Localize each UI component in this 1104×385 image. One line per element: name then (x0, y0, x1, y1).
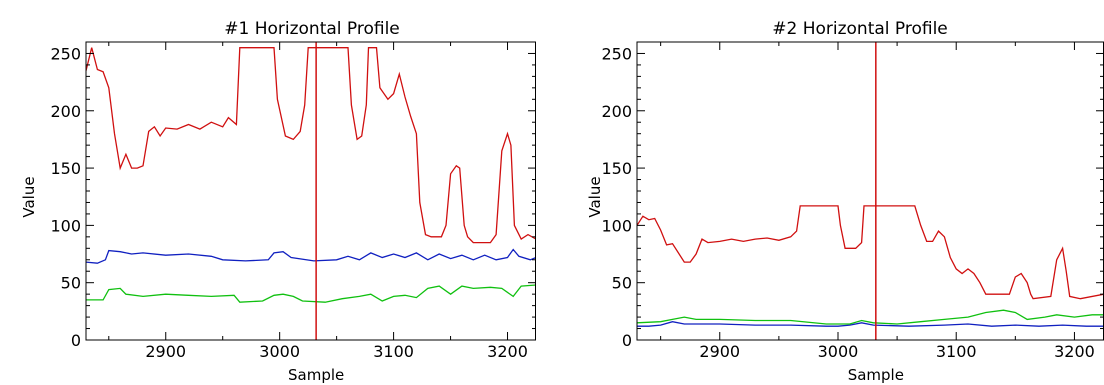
x-tick-label: 3000 (259, 342, 300, 361)
y-tick-label: 50 (61, 274, 81, 293)
series-line-1 (86, 47, 536, 244)
x-axis-label: Sample (288, 366, 344, 384)
chart-title: #1 Horizontal Profile (224, 19, 400, 39)
x-tick-label: 3000 (818, 342, 859, 361)
series-line-3 (637, 309, 1104, 325)
y-tick-label: 0 (622, 331, 632, 350)
plot-frame (636, 41, 1104, 341)
profile-chart-1: #1 Horizontal Profile 2900 3000 3100 3200 0 50… (20, 19, 536, 384)
y-tick-label: 250 (50, 44, 81, 63)
chart-title: #2 Horizontal Profile (772, 19, 948, 39)
series-line-1 (637, 205, 1104, 300)
y-tick-label: 150 (50, 159, 81, 178)
x-axis-label: Sample (848, 366, 904, 384)
y-tick-label: 250 (601, 44, 632, 63)
profile-chart-2: #2 Horizontal Profile 2900 3000 3100 3200 0 50… (586, 19, 1104, 384)
y-axis-label: Value (20, 176, 38, 217)
y-tick-label: 100 (601, 216, 632, 235)
x-tick-label: 3100 (373, 342, 414, 361)
y-tick-label: 100 (50, 216, 81, 235)
y-tick-label: 50 (612, 274, 632, 293)
y-tick-label: 200 (50, 102, 81, 121)
x-tick-label: 2900 (699, 342, 740, 361)
x-tick-label: 3200 (1054, 342, 1095, 361)
x-tick-label: 3200 (487, 342, 528, 361)
x-tick-label: 3100 (936, 342, 977, 361)
y-tick-label: 200 (601, 102, 632, 121)
series-line-2 (86, 248, 536, 264)
series-line-2 (637, 321, 1104, 327)
y-axis-label: Value (586, 176, 604, 217)
x-tick-label: 2900 (145, 342, 186, 361)
y-tick-label: 0 (71, 331, 81, 350)
series-line-3 (86, 284, 536, 303)
y-tick-label: 150 (601, 159, 632, 178)
